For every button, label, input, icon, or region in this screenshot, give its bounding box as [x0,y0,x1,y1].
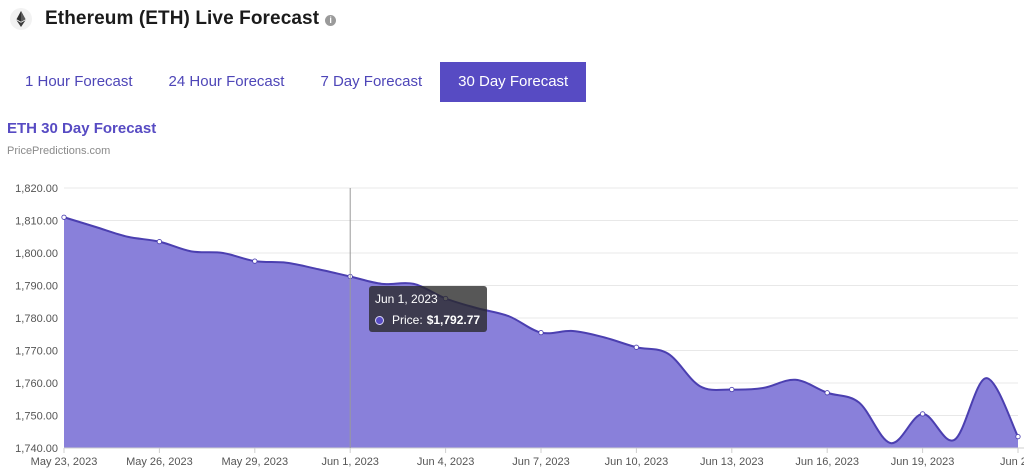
x-tick-label: Jun 19, 2023 [891,456,955,468]
chart-title: ETH 30 Day Forecast [7,120,157,137]
y-tick-label: 1,780.00 [15,313,58,325]
tooltip-row: Price: $1,792.77 [375,313,481,327]
data-point [538,330,544,336]
tab-1-hour-forecast[interactable]: 1 Hour Forecast [25,73,133,90]
data-point [1015,434,1021,440]
y-tick-label: 1,790.00 [15,281,58,293]
data-point [919,411,926,417]
forecast-tabs: 1 Hour Forecast 24 Hour Forecast 7 Day F… [7,62,587,102]
data-point [252,258,258,264]
y-tick-label: 1,770.00 [15,346,58,358]
y-tick-label: 1,740.00 [15,443,58,455]
x-tick-label: Jun 4, 2023 [417,456,475,468]
y-tick-label: 1,810.00 [15,216,58,228]
x-tick-label: Jun 1, 2023 [321,456,379,468]
tab-24-hour-forecast[interactable]: 24 Hour Forecast [168,73,285,90]
x-tick-label: Jun 22, [1000,456,1024,468]
data-point [61,214,67,220]
tooltip-date: Jun 1, 2023 [375,292,438,306]
info-icon[interactable]: i [325,15,337,26]
y-tick-label: 1,800.00 [15,248,58,260]
tab-7-day-forecast[interactable]: 7 Day Forecast [320,73,423,90]
x-tick-label: May 26, 2023 [126,456,193,468]
data-point [824,390,830,396]
x-tick-label: Jun 16, 2023 [795,456,859,468]
tooltip-label: Price: [392,313,423,327]
series-dot-icon [375,315,384,325]
y-tick-label: 1,820.00 [15,183,58,195]
ethereum-icon [10,8,32,30]
x-tick-label: Jun 13, 2023 [700,456,764,468]
data-point [156,239,162,245]
x-tick-label: Jun 10, 2023 [605,456,669,468]
x-tick-label: May 29, 2023 [221,456,288,468]
x-tick-label: Jun 7, 2023 [512,456,570,468]
x-tick-label: May 23, 2023 [31,456,98,468]
page-title: Ethereum (ETH) Live Forecast [45,8,320,29]
data-point [633,344,640,350]
chart-tooltip: Jun 1, 2023 Price: $1,792.77 [369,286,487,332]
chart-subtitle: PricePredictions.com [7,145,111,157]
tab-30-day-forecast[interactable]: 30 Day Forecast [440,62,587,102]
tooltip-value: $1,792.77 [426,313,481,327]
y-tick-label: 1,750.00 [15,411,58,423]
y-tick-label: 1,760.00 [15,378,58,390]
page-header: Ethereum (ETH) Live Forecast i [10,6,337,32]
data-point [729,386,735,393]
